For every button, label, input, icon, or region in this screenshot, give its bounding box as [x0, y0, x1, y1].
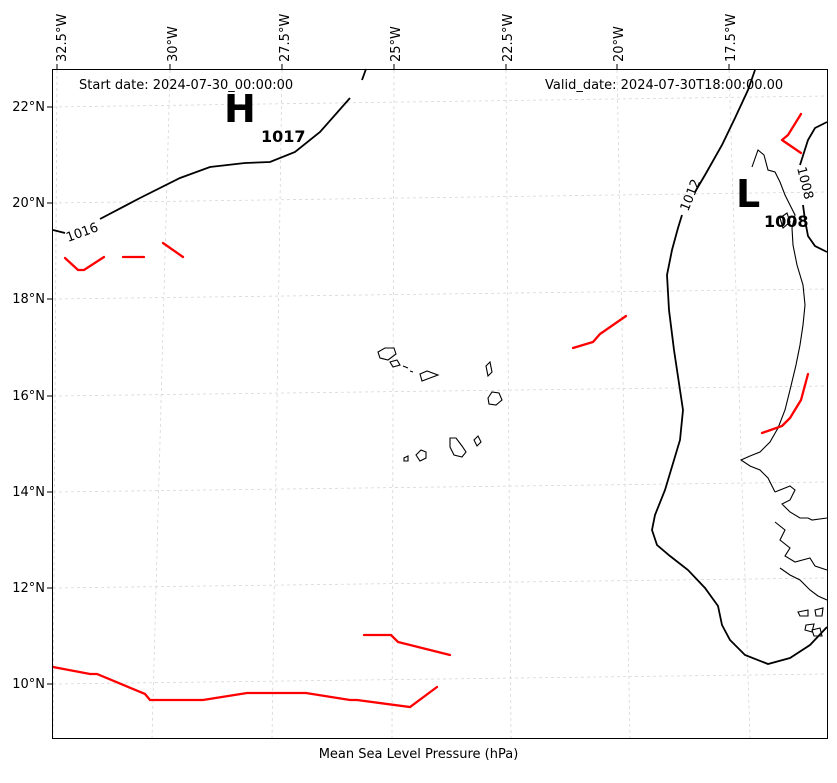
- lat-label-14n: 14°N: [12, 485, 45, 500]
- isobar-1012: [651, 69, 828, 665]
- front-ne: [780, 112, 803, 155]
- latitude-labels: 22°N 20°N 18°N 16°N 14°N 12°N 10°N: [12, 100, 45, 692]
- africa-coast-south: [774, 485, 828, 637]
- meridian-27-5w: [271, 69, 283, 739]
- parallel-10n: [52, 673, 828, 685]
- meridian-22-5w: [505, 69, 512, 739]
- front-south-mid: [362, 633, 452, 657]
- africa-coast-north: [739, 149, 806, 493]
- cape-verde-brava: [403, 455, 409, 462]
- coastlines: [377, 149, 828, 637]
- parallel-14n: [52, 481, 828, 493]
- isobar-label-1012: 1012: [678, 177, 704, 213]
- isobar-1008: [799, 121, 828, 253]
- lon-label-22-5w: 22.5°W: [501, 14, 516, 62]
- cape-verde-santo-antao: [377, 347, 397, 361]
- cape-verde-santa-luzia: [402, 365, 414, 373]
- valid-date-label: Valid_date: 2024-07-30T18:00:00.00: [545, 78, 784, 93]
- cape-verde-sal: [485, 360, 493, 378]
- isobar-1016: [52, 68, 367, 234]
- lon-label-30w: 30°W: [166, 26, 181, 62]
- lat-label-16n: 16°N: [12, 389, 45, 404]
- isobar-label-1016: 1016: [64, 220, 100, 245]
- cape-verde-maio: [473, 435, 482, 447]
- high-pressure-value: 1017: [261, 127, 306, 146]
- parallel-20n: [52, 191, 828, 204]
- graticule: [52, 69, 828, 739]
- lat-label-18n: 18°N: [12, 292, 45, 307]
- meridian-17-5w: [728, 69, 751, 739]
- cape-verde-fogo: [415, 449, 427, 462]
- front-nw-1: [63, 255, 106, 272]
- front-nw-3: [161, 241, 185, 259]
- meridian-32-5w: [52, 69, 58, 739]
- low-pressure-value: 1008: [764, 212, 809, 231]
- lat-label-22n: 22°N: [12, 100, 45, 115]
- isobar-label-1008: 1008: [793, 165, 816, 201]
- start-date-label: Start date: 2024-07-30_00:00:00: [79, 78, 294, 93]
- front-coast: [760, 372, 810, 435]
- meridian-30w: [151, 69, 171, 739]
- dakar-peninsula: [779, 212, 791, 229]
- map-caption: Mean Sea Level Pressure (hPa): [318, 747, 519, 762]
- high-pressure-symbol: H: [224, 87, 256, 131]
- lon-label-25w: 25°W: [389, 26, 404, 62]
- isobars: [52, 68, 828, 665]
- fronts: [51, 112, 810, 709]
- longitude-labels: 32.5°W 30°W 27.5°W 25°W 22.5°W 20°W 17.5…: [55, 14, 739, 62]
- front-south-west: [51, 665, 439, 709]
- lon-label-27-5w: 27.5°W: [278, 14, 293, 62]
- parallel-12n: [52, 577, 828, 589]
- low-pressure-symbol: L: [736, 172, 760, 216]
- meridian-20w: [616, 69, 631, 739]
- lat-label-20n: 20°N: [12, 196, 45, 211]
- cape-verde-boa-vista: [487, 391, 503, 406]
- lon-label-20w: 20°W: [612, 26, 627, 62]
- parallel-18n: [52, 288, 828, 300]
- tick-marks: [47, 64, 730, 685]
- lon-label-17-5w: 17.5°W: [724, 14, 739, 62]
- lon-label-32-5w: 32.5°W: [55, 14, 70, 62]
- parallel-16n: [52, 385, 828, 397]
- lat-label-10n: 10°N: [12, 677, 45, 692]
- front-central: [571, 314, 628, 350]
- cape-verde-santiago: [449, 437, 467, 458]
- cape-verde-sao-vicente: [389, 359, 401, 368]
- cape-verde-sao-nicolau: [419, 370, 440, 382]
- lat-label-12n: 12°N: [12, 581, 45, 596]
- map-frame: [52, 69, 828, 739]
